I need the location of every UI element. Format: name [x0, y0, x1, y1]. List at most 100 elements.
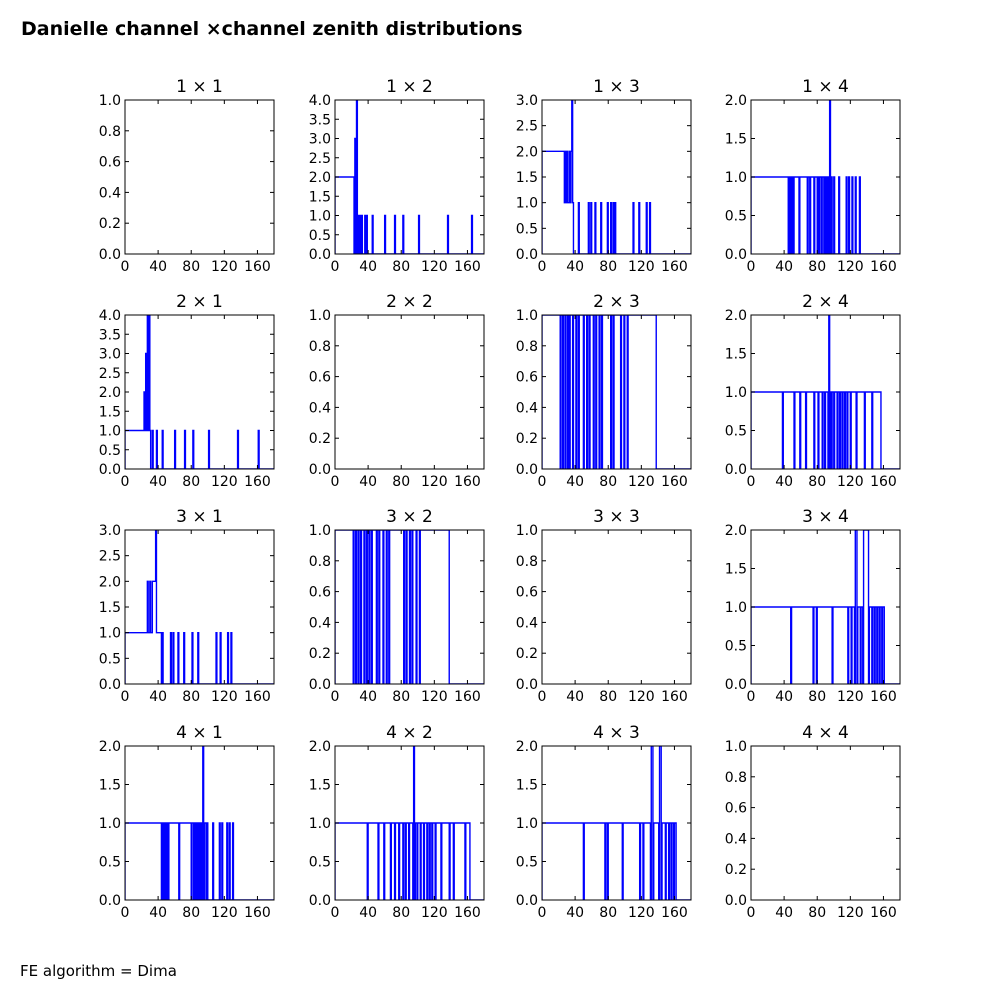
- y-tick-label: 0.2: [516, 431, 538, 447]
- y-tick-label: 2.0: [725, 523, 747, 539]
- y-tick-label: 1.0: [516, 196, 538, 212]
- y-tick-label: 0.0: [309, 247, 331, 263]
- y-tick-label: 1.0: [309, 209, 331, 225]
- y-tick-label: 0.0: [516, 677, 538, 693]
- x-tick-label: 40: [149, 259, 167, 275]
- series-line: [542, 315, 691, 469]
- subplot-title: 1 × 4: [802, 77, 849, 97]
- x-tick-label: 80: [808, 905, 826, 921]
- subplot: 3 × 2 0 40 80 120 160 0.0 0.2 0.4 0.6 0.8 1.0: [309, 507, 485, 705]
- series-line: [751, 530, 900, 684]
- x-tick-label: 160: [661, 474, 688, 490]
- x-tick-label: 40: [566, 689, 584, 705]
- subplot-title: 2 × 2: [386, 292, 433, 312]
- y-tick-label: 3.0: [516, 93, 538, 109]
- y-tick-label: 0.5: [99, 443, 121, 459]
- y-tick-label: 2.5: [309, 151, 331, 167]
- x-tick-label: 160: [661, 689, 688, 705]
- y-tick-label: 0.8: [516, 339, 538, 355]
- x-tick-label: 120: [837, 689, 864, 705]
- subplot: 1 × 2 0 40 80 120 160 0.0 0.5 1.0 1.5 2.0 2.5 3.0 3.5…: [309, 77, 485, 275]
- y-tick-label: 1.0: [99, 93, 121, 109]
- x-tick-label: 160: [454, 905, 481, 921]
- x-tick-label: 40: [566, 905, 584, 921]
- x-tick-label: 0: [747, 474, 756, 490]
- y-tick-label: 2.0: [725, 308, 747, 324]
- y-tick-label: 0.5: [725, 424, 747, 440]
- subplot-title: 4 × 1: [176, 723, 223, 743]
- x-tick-label: 0: [121, 259, 130, 275]
- y-tick-label: 0.0: [99, 677, 121, 693]
- x-tick-label: 40: [149, 905, 167, 921]
- x-tick-label: 160: [870, 474, 897, 490]
- x-tick-label: 40: [359, 905, 377, 921]
- subplot: 1 × 1 0 40 80 120 160 0.0 0.2 0.4 0.6 0.8 1.0: [99, 77, 275, 275]
- x-tick-label: 160: [870, 905, 897, 921]
- x-tick-label: 80: [392, 905, 410, 921]
- x-tick-label: 120: [421, 905, 448, 921]
- x-tick-label: 80: [808, 689, 826, 705]
- y-tick-label: 0.6: [99, 155, 121, 171]
- x-tick-label: 120: [628, 474, 655, 490]
- x-tick-label: 0: [747, 259, 756, 275]
- x-tick-label: 120: [211, 259, 238, 275]
- y-tick-label: 0.5: [309, 855, 331, 871]
- y-tick-label: 0.0: [516, 247, 538, 263]
- y-tick-label: 3.5: [99, 327, 121, 343]
- x-tick-label: 80: [182, 689, 200, 705]
- x-tick-label: 0: [538, 905, 547, 921]
- y-tick-label: 0.5: [516, 221, 538, 237]
- y-tick-label: 3.0: [99, 347, 121, 363]
- subplot-title: 2 × 4: [802, 292, 849, 312]
- x-tick-label: 40: [149, 474, 167, 490]
- series-line: [335, 746, 484, 900]
- axes-frame: [541, 529, 692, 685]
- x-tick-label: 80: [392, 689, 410, 705]
- series-line: [125, 746, 274, 900]
- subplot: 4 × 3 0 40 80 120 160 0.0 0.5 1.0 1.5 2.0: [516, 723, 692, 921]
- y-tick-label: 3.5: [309, 112, 331, 128]
- figure-footnote: FE algorithm = Dima: [20, 962, 177, 980]
- y-tick-label: 0.0: [516, 462, 538, 478]
- y-tick-label: 2.5: [99, 366, 121, 382]
- series-line: [751, 315, 900, 469]
- y-tick-label: 1.0: [725, 600, 747, 616]
- x-tick-label: 40: [359, 259, 377, 275]
- y-tick-label: 0.8: [309, 339, 331, 355]
- subplot: 4 × 2 0 40 80 120 160 0.0 0.5 1.0 1.5 2.0: [309, 723, 485, 921]
- x-tick-label: 120: [211, 474, 238, 490]
- x-tick-label: 120: [837, 474, 864, 490]
- x-tick-label: 40: [775, 689, 793, 705]
- subplot: 2 × 2 0 40 80 120 160 0.0 0.2 0.4 0.6 0.8 1.0: [309, 292, 485, 490]
- y-tick-label: 0.5: [309, 228, 331, 244]
- y-tick-label: 0.0: [725, 677, 747, 693]
- subplot-title: 1 × 1: [176, 77, 223, 97]
- x-tick-label: 120: [421, 259, 448, 275]
- x-tick-label: 40: [775, 905, 793, 921]
- subplot-title: 3 × 1: [176, 507, 223, 527]
- axes-frame: [541, 314, 692, 470]
- x-tick-label: 160: [244, 689, 271, 705]
- x-tick-label: 160: [454, 474, 481, 490]
- subplot: 1 × 3 0 40 80 120 160 0.0 0.5 1.0 1.5 2.0 2.5 3.0: [516, 77, 692, 275]
- x-tick-label: 160: [661, 259, 688, 275]
- subplot: 4 × 1 0 40 80 120 160 0.0 0.5 1.0 1.5 2.0: [99, 723, 275, 921]
- x-tick-label: 80: [599, 259, 617, 275]
- y-tick-label: 1.5: [516, 170, 538, 186]
- subplot: 3 × 1 0 40 80 120 160 0.0 0.5 1.0 1.5 2.0 2.5 3.0: [99, 507, 275, 705]
- y-tick-label: 1.0: [99, 626, 121, 642]
- subplot-title: 2 × 1: [176, 292, 223, 312]
- x-tick-label: 40: [566, 474, 584, 490]
- figure-title: Danielle channel ×channel zenith distrib…: [21, 18, 523, 40]
- x-tick-label: 160: [244, 259, 271, 275]
- x-tick-label: 0: [538, 689, 547, 705]
- y-tick-label: 2.0: [516, 144, 538, 160]
- y-tick-label: 1.5: [516, 778, 538, 794]
- y-tick-label: 0.6: [725, 801, 747, 817]
- x-tick-label: 160: [244, 474, 271, 490]
- x-tick-label: 0: [538, 474, 547, 490]
- subplot: 4 × 4 0 40 80 120 160 0.0 0.2 0.4 0.6 0.8 1.0: [725, 723, 901, 921]
- y-tick-label: 0.4: [516, 615, 538, 631]
- x-tick-label: 160: [454, 689, 481, 705]
- subplot-title: 2 × 3: [593, 292, 640, 312]
